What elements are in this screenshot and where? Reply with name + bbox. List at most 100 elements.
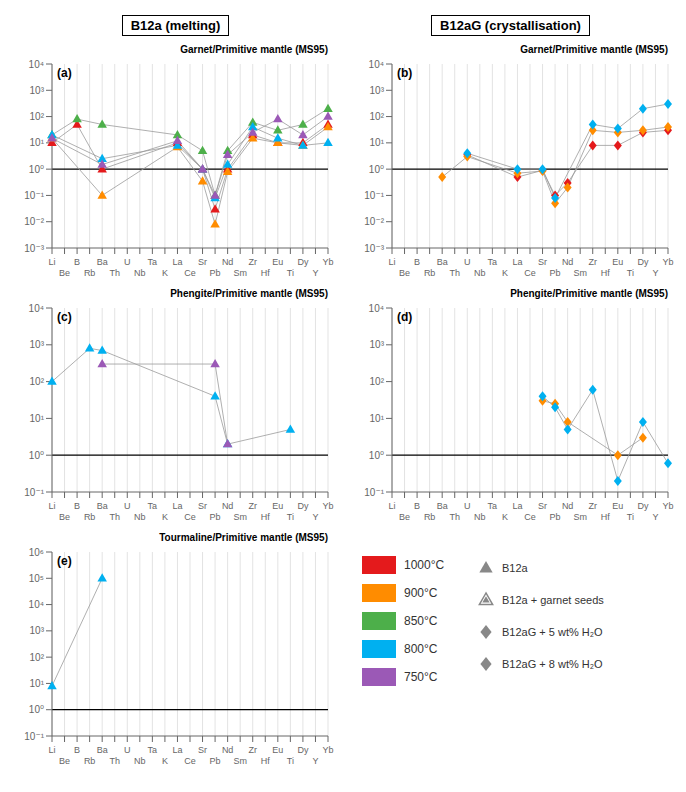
- svg-text:Sm: Sm: [573, 512, 587, 522]
- svg-text:Nb: Nb: [474, 512, 486, 522]
- svg-text:Ba: Ba: [437, 257, 448, 267]
- svg-text:Pb: Pb: [210, 756, 221, 766]
- svg-text:Ba: Ba: [97, 257, 108, 267]
- svg-text:B: B: [414, 501, 420, 511]
- svg-text:Zr: Zr: [588, 501, 597, 511]
- svg-text:U: U: [124, 501, 131, 511]
- svg-text:Li: Li: [48, 257, 55, 267]
- svg-text:10²: 10²: [30, 376, 45, 387]
- svg-text:10⁻³: 10⁻³: [364, 243, 384, 254]
- svg-text:10⁴: 10⁴: [369, 59, 384, 70]
- svg-text:Nd: Nd: [562, 257, 574, 267]
- svg-text:Sr: Sr: [198, 501, 207, 511]
- svg-text:Be: Be: [59, 512, 70, 522]
- svg-text:B12aG + 8 wt% H₂O: B12aG + 8 wt% H₂O: [502, 658, 603, 670]
- svg-text:Th: Th: [449, 512, 460, 522]
- svg-text:Li: Li: [388, 257, 395, 267]
- svg-text:10¹: 10¹: [30, 678, 45, 689]
- svg-text:Yb: Yb: [662, 501, 673, 511]
- svg-text:Ti: Ti: [287, 512, 294, 522]
- svg-text:Li: Li: [388, 501, 395, 511]
- svg-text:800°C: 800°C: [404, 642, 438, 656]
- svg-text:10²: 10²: [370, 376, 385, 387]
- svg-text:Dy: Dy: [297, 257, 308, 267]
- svg-text:Ta: Ta: [488, 501, 498, 511]
- svg-text:Ce: Ce: [184, 268, 196, 278]
- svg-text:Hf: Hf: [261, 512, 270, 522]
- svg-text:10⁰: 10⁰: [29, 450, 44, 461]
- svg-text:La: La: [512, 501, 522, 511]
- svg-text:U: U: [124, 257, 131, 267]
- svg-text:B12a: B12a: [502, 562, 529, 574]
- svg-text:Nd: Nd: [222, 501, 234, 511]
- svg-text:Zr: Zr: [248, 501, 257, 511]
- svg-text:Li: Li: [48, 501, 55, 511]
- svg-text:Y: Y: [312, 756, 318, 766]
- svg-text:K: K: [162, 512, 168, 522]
- svg-text:B: B: [74, 501, 80, 511]
- svg-text:Be: Be: [59, 756, 70, 766]
- svg-text:Be: Be: [399, 268, 410, 278]
- svg-text:10⁰: 10⁰: [369, 450, 384, 461]
- svg-text:Th: Th: [109, 268, 120, 278]
- svg-text:K: K: [502, 268, 508, 278]
- svg-text:Sm: Sm: [573, 268, 587, 278]
- svg-text:Nd: Nd: [222, 257, 234, 267]
- svg-text:10⁶: 10⁶: [29, 547, 44, 558]
- svg-text:B12a + garnet seeds: B12a + garnet seeds: [502, 594, 604, 606]
- svg-text:10¹: 10¹: [30, 413, 45, 424]
- svg-text:10⁻²: 10⁻²: [364, 216, 384, 227]
- svg-text:K: K: [162, 756, 168, 766]
- svg-text:10⁰: 10⁰: [369, 164, 384, 175]
- svg-text:10⁵: 10⁵: [29, 573, 44, 584]
- svg-text:10²: 10²: [30, 652, 45, 663]
- svg-text:Hf: Hf: [261, 268, 270, 278]
- svg-text:10⁴: 10⁴: [29, 303, 44, 314]
- svg-text:B: B: [414, 257, 420, 267]
- svg-text:Zr: Zr: [248, 257, 257, 267]
- svg-text:Ti: Ti: [627, 268, 634, 278]
- svg-text:U: U: [124, 745, 131, 755]
- svg-text:10²: 10²: [370, 111, 385, 122]
- svg-text:Y: Y: [312, 512, 318, 522]
- svg-text:Rb: Rb: [84, 756, 96, 766]
- svg-text:Th: Th: [449, 268, 460, 278]
- svg-text:10⁰: 10⁰: [29, 704, 44, 715]
- svg-text:Y: Y: [312, 268, 318, 278]
- svg-text:10⁴: 10⁴: [29, 59, 44, 70]
- svg-text:La: La: [512, 257, 522, 267]
- svg-text:Nd: Nd: [222, 745, 234, 755]
- svg-text:Dy: Dy: [637, 257, 648, 267]
- svg-text:Sm: Sm: [233, 268, 247, 278]
- svg-text:Th: Th: [109, 756, 120, 766]
- svg-text:Nb: Nb: [474, 268, 486, 278]
- svg-text:Dy: Dy: [637, 501, 648, 511]
- svg-text:Ti: Ti: [627, 512, 634, 522]
- svg-text:La: La: [172, 745, 182, 755]
- svg-text:Hf: Hf: [261, 756, 270, 766]
- svg-text:10⁴: 10⁴: [29, 599, 44, 610]
- svg-text:10⁻¹: 10⁻¹: [24, 731, 44, 742]
- svg-text:10¹: 10¹: [30, 137, 45, 148]
- svg-text:Dy: Dy: [297, 745, 308, 755]
- svg-text:10⁴: 10⁴: [369, 303, 384, 314]
- svg-text:U: U: [464, 257, 471, 267]
- svg-text:Y: Y: [652, 268, 658, 278]
- svg-text:Ba: Ba: [97, 745, 108, 755]
- svg-text:Zr: Zr: [588, 257, 597, 267]
- svg-text:Ba: Ba: [437, 501, 448, 511]
- svg-text:850°C: 850°C: [404, 614, 438, 628]
- svg-text:Pb: Pb: [210, 268, 221, 278]
- svg-text:10³: 10³: [30, 625, 45, 636]
- svg-text:La: La: [172, 257, 182, 267]
- svg-text:Be: Be: [399, 512, 410, 522]
- svg-text:10¹: 10¹: [370, 413, 385, 424]
- svg-text:Ta: Ta: [488, 257, 498, 267]
- svg-text:Nb: Nb: [134, 756, 146, 766]
- svg-text:Sr: Sr: [198, 257, 207, 267]
- svg-text:Ce: Ce: [184, 512, 196, 522]
- svg-text:Sr: Sr: [538, 501, 547, 511]
- svg-text:10⁻¹: 10⁻¹: [24, 190, 44, 201]
- svg-text:Th: Th: [109, 512, 120, 522]
- svg-text:1000°C: 1000°C: [404, 558, 444, 572]
